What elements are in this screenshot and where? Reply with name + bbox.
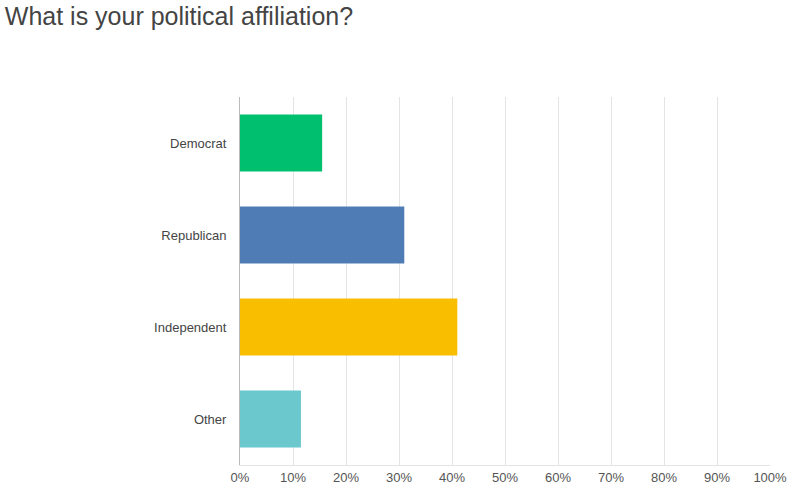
svg-text:60%: 60% xyxy=(545,470,571,485)
svg-text:20%: 20% xyxy=(333,470,359,485)
svg-text:Independent: Independent xyxy=(154,320,227,335)
svg-text:100%: 100% xyxy=(753,470,787,485)
svg-text:50%: 50% xyxy=(492,470,518,485)
svg-text:10%: 10% xyxy=(280,470,306,485)
svg-text:Other: Other xyxy=(194,412,227,427)
svg-text:80%: 80% xyxy=(651,470,677,485)
svg-text:0%: 0% xyxy=(231,470,250,485)
svg-text:What is your political affilia: What is your political affiliation? xyxy=(5,2,353,30)
svg-text:40%: 40% xyxy=(439,470,465,485)
svg-text:30%: 30% xyxy=(386,470,412,485)
svg-text:70%: 70% xyxy=(598,470,624,485)
svg-text:Democrat: Democrat xyxy=(170,136,227,151)
svg-text:90%: 90% xyxy=(704,470,730,485)
svg-text:Republican: Republican xyxy=(161,228,226,243)
